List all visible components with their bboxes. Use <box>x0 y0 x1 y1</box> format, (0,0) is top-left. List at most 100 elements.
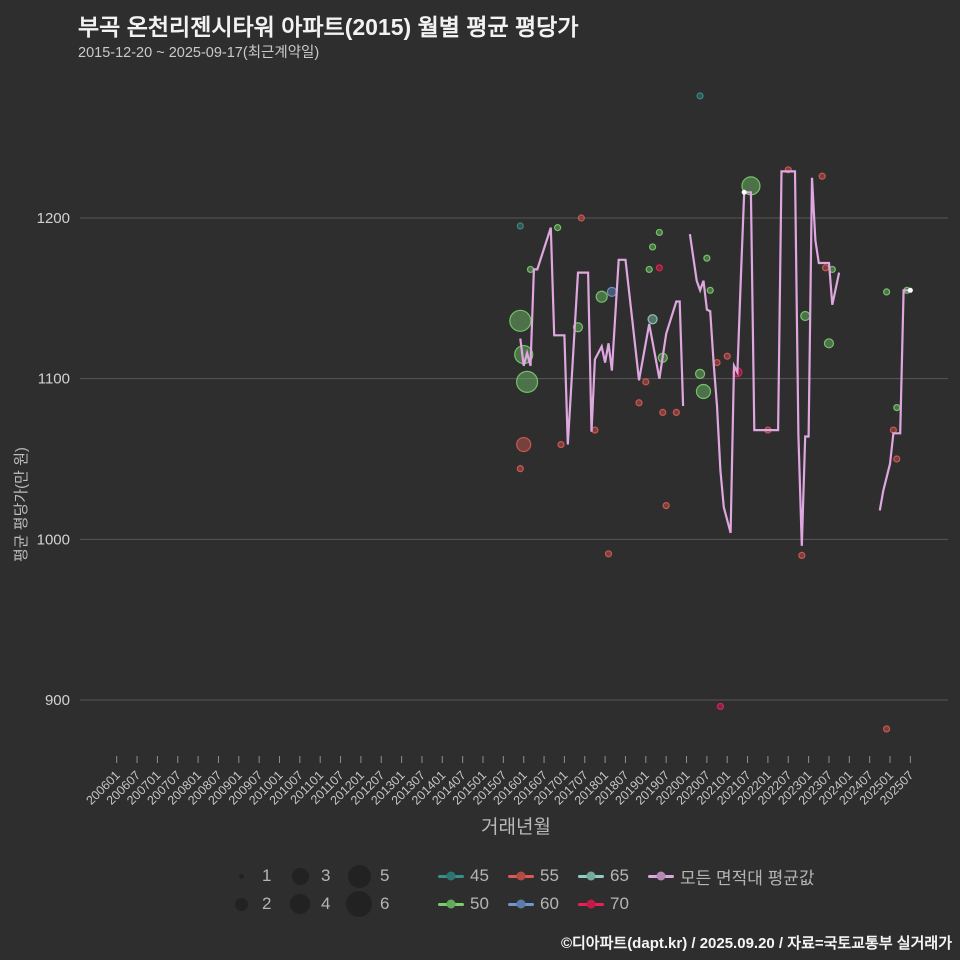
scatter-point-area55-201710[interactable] <box>591 426 599 434</box>
scatter-point-area50-202007[interactable] <box>703 254 711 262</box>
scatter-point-area55-201901[interactable] <box>642 378 650 386</box>
area-45-swatch <box>438 871 464 881</box>
legend-item-area-65[interactable]: 65 <box>578 866 648 886</box>
scatter-point-area50-201603[interactable] <box>526 265 535 274</box>
scatter-point-area50-202412[interactable] <box>883 288 891 296</box>
average-line-segment-3[interactable] <box>878 289 911 511</box>
scatter-point-area50-201602[interactable] <box>515 370 539 393</box>
legend-item-area-55[interactable]: 55 <box>508 866 578 886</box>
size-5-circle <box>347 864 371 888</box>
scatter-point-area55-201811[interactable] <box>635 399 643 407</box>
scatter-point-area55-202306[interactable] <box>821 264 830 272</box>
scatter-point-area55-201910[interactable] <box>672 408 680 417</box>
area-55-swatch <box>508 871 534 881</box>
size-1-label: 1 <box>262 866 272 885</box>
legend-item-area-50[interactable]: 50 <box>438 894 508 914</box>
size-2-label: 2 <box>262 894 272 913</box>
size-4-circle <box>290 894 310 914</box>
size-legend-row-2: 2 4 6 <box>226 890 403 918</box>
page-subtitle: 2015-12-20 ~ 2025-09-17(최근계약일) <box>78 45 320 61</box>
scatter-point-area65-201903[interactable] <box>647 314 658 325</box>
size-legend-item-6[interactable]: 6 <box>344 891 403 917</box>
scatter-point-area50-202212[interactable] <box>800 310 811 322</box>
scatter-point-area55-201512[interactable] <box>516 465 524 473</box>
page-title: 부곡 온천리젠시타워 아파트(2015) 월별 평균 평당가 <box>78 14 579 40</box>
y-tick-label-1000: 1000 <box>37 531 70 548</box>
y-axis-title: 평균 평당가(만 원) <box>13 447 30 562</box>
legend-item-area-45[interactable]: 45 <box>438 866 508 886</box>
scatter-point-area50-201611[interactable] <box>554 224 562 232</box>
size-legend-row-1: 1 3 5 <box>226 862 403 890</box>
scatter-point-area55-202010[interactable] <box>713 359 721 367</box>
area-60-swatch <box>508 899 534 909</box>
size-3-label: 3 <box>321 866 331 885</box>
scatter-point-area55-201612[interactable] <box>557 440 565 449</box>
scatter-point-area55-202503[interactable] <box>893 455 901 463</box>
scatter-point-area50-202503[interactable] <box>893 403 901 412</box>
series-color-legend: 45 55 65 모든 면적대 평균값 50 60 70 <box>438 862 815 918</box>
area-45-label: 45 <box>470 866 489 885</box>
scatter-point-area55-201802[interactable] <box>604 550 613 558</box>
scatter-point-area60-201803[interactable] <box>606 286 617 298</box>
average-line-segment-1[interactable] <box>519 227 685 445</box>
size-3-circle <box>291 867 309 885</box>
color-legend-row-1: 45 55 65 모든 면적대 평균값 <box>438 862 815 890</box>
area-55-label: 55 <box>540 866 559 885</box>
size-1-circle <box>238 873 244 879</box>
average-line-swatch <box>648 871 674 881</box>
size-legend-item-2[interactable]: 2 <box>226 894 285 914</box>
average-line-label: 모든 면적대 평균값 <box>680 868 815 888</box>
scatter-point-area50-202005[interactable] <box>694 368 706 379</box>
area-70-label: 70 <box>610 894 629 913</box>
size-legend-item-4[interactable]: 4 <box>285 894 344 914</box>
legend-item-area-60[interactable]: 60 <box>508 894 578 914</box>
scatter-point-area55-201706[interactable] <box>577 214 585 222</box>
scatter-point-area55-202305[interactable] <box>818 172 826 180</box>
size-legend-item-1[interactable]: 1 <box>226 866 285 886</box>
legend-item-average-line[interactable]: 모든 면적대 평균값 <box>648 864 815 889</box>
area-60-dot <box>516 899 526 909</box>
scatter-point-area55-201906[interactable] <box>659 408 667 417</box>
scatter-point-area50-201712[interactable] <box>595 290 608 303</box>
size-6-label: 6 <box>380 894 390 913</box>
scatter-point-area55-202412[interactable] <box>883 725 891 733</box>
area-45-dot <box>446 871 456 881</box>
scatter-point-area55-202101[interactable] <box>723 352 731 360</box>
legend-item-area-70[interactable]: 70 <box>578 894 648 914</box>
scatter-point-area50-201902[interactable] <box>645 265 653 274</box>
scatter-point-area55-202502[interactable] <box>889 426 897 434</box>
scatter-point-area50-202307[interactable] <box>823 338 835 349</box>
scatter-point-area50-201905[interactable] <box>655 228 663 237</box>
size-5-label: 5 <box>380 866 390 885</box>
y-tick-label-1200: 1200 <box>37 210 70 227</box>
scatter-point-area50-201903[interactable] <box>648 243 657 251</box>
area-50-swatch <box>438 899 464 909</box>
average-line-segment-2[interactable] <box>688 170 841 546</box>
area-65-dot <box>586 871 596 881</box>
area-65-swatch <box>578 871 604 881</box>
scatter-point-area70-201905[interactable] <box>655 264 663 272</box>
area-70-swatch <box>578 899 604 909</box>
scatter-point-area50-202008[interactable] <box>706 286 714 294</box>
y-tick-label-1100: 1100 <box>38 371 70 388</box>
area-50-label: 50 <box>470 894 489 913</box>
scatter-point-area45-202005[interactable] <box>696 92 704 100</box>
scatter-point-area45-201512[interactable] <box>516 222 524 230</box>
scatter-point-area50-201512[interactable] <box>509 309 532 332</box>
scatter-point-area70-202011[interactable] <box>716 702 725 711</box>
average-line-dot <box>656 871 666 881</box>
size-legend-item-3[interactable]: 3 <box>285 866 344 886</box>
scatter-point-area55-202211[interactable] <box>798 551 806 560</box>
size-legend-item-5[interactable]: 5 <box>344 864 403 888</box>
scatter-point-area55-201907[interactable] <box>662 501 670 510</box>
line-end-marker <box>907 287 913 293</box>
bubble-size-legend: 1 3 5 2 4 6 <box>226 862 403 918</box>
scatter-point-area55-201601[interactable] <box>516 436 532 453</box>
area-60-label: 60 <box>540 894 559 913</box>
scatter-point-area50-202006[interactable] <box>695 383 712 400</box>
area-50-dot <box>446 899 456 909</box>
area-70-dot <box>586 899 596 909</box>
color-legend-row-2: 50 60 70 <box>438 890 815 918</box>
